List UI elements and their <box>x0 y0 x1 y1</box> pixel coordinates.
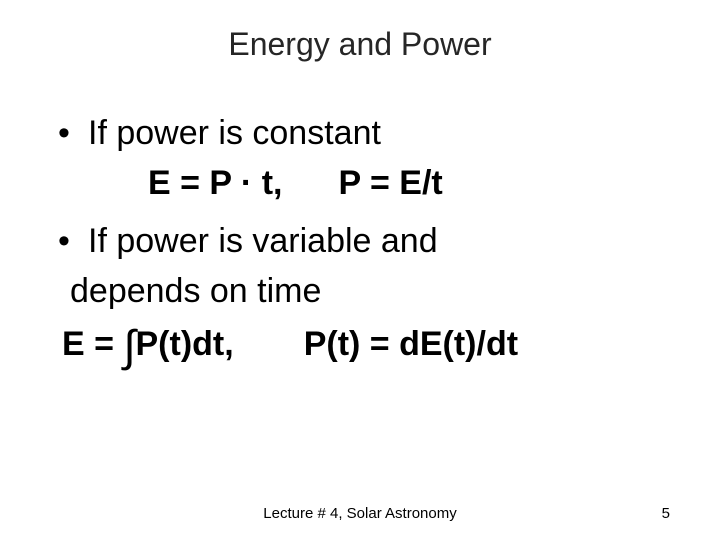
bullet-1: If power is constant <box>58 111 680 155</box>
slide-title: Energy and Power <box>40 26 680 63</box>
footer-text: Lecture # 4, Solar Astronomy <box>0 505 720 522</box>
bullet-2-line2: depends on time <box>58 269 680 313</box>
slide: Energy and Power If power is constant E … <box>0 0 720 540</box>
slide-content: If power is constant E = P · t, P = E/t I… <box>40 111 680 369</box>
eq-e-int-pre: E = <box>62 325 123 363</box>
eq-e-int-post: P(t)dt, <box>136 325 234 363</box>
equation-variable: E = ∫P(t)dt,P(t) = dE(t)/dt <box>58 321 680 369</box>
eq-e-pt: E = P · t, <box>148 164 282 202</box>
equation-constant: E = P · t, P = E/t <box>58 161 680 207</box>
page-number: 5 <box>662 505 670 522</box>
eq-p-et: P = E/t <box>338 164 442 202</box>
eq-pt-dedt: P(t) = dE(t)/dt <box>304 325 518 363</box>
bullet-2-line1: If power is variable and <box>58 219 680 263</box>
